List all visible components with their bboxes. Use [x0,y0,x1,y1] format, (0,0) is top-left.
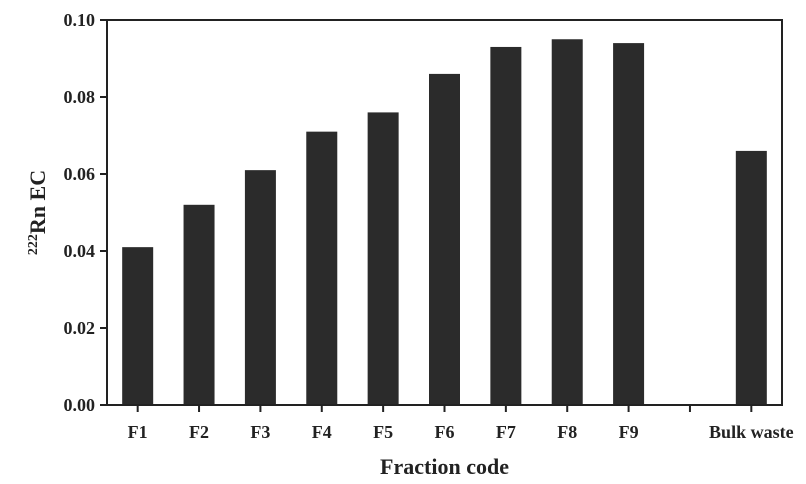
y-tick-label: 0.08 [64,87,96,107]
x-tick-label: F2 [189,422,209,442]
bar-f3 [244,170,276,405]
bar-f9 [613,43,645,405]
y-axis-title-superscript: 222 [26,234,41,255]
bar-f5 [367,112,399,406]
bar-f2 [183,204,215,405]
x-axis-ticks: F1 F2 F3 F4 F5 F6 F7 F8 F9 Bulk waste [128,405,794,442]
x-tick-label: F7 [496,422,516,442]
plot-frame [106,19,783,406]
bar-f6 [429,73,460,406]
x-tick-label: F6 [435,422,455,442]
y-axis-title-text: Rn EC [25,170,50,234]
y-tick-label: 0.10 [64,10,96,30]
bar-bulk-waste [735,150,767,405]
y-tick-label: 0.04 [64,241,96,261]
x-tick-label: Bulk waste [709,422,794,442]
x-axis-title: Fraction code [380,454,509,479]
y-tick-label: 0.06 [64,164,96,184]
y-axis-ticks: 0.00 0.02 0.04 0.06 0.08 0.10 [64,10,107,415]
y-tick-label: 0.02 [64,318,96,338]
x-tick-label: F3 [250,422,270,442]
x-tick-label: F5 [373,422,393,442]
x-tick-label: F1 [128,422,148,442]
x-tick-label: F9 [619,422,639,442]
x-tick-label: F8 [557,422,577,442]
bars-group [122,39,767,406]
bar-f1 [122,247,154,405]
bar-f8 [551,39,583,405]
y-axis-title: 222Rn EC [25,170,50,255]
y-tick-label: 0.00 [64,395,96,415]
x-tick-label: F4 [312,422,332,442]
bar-f7 [490,46,522,405]
bar-f4 [306,131,338,405]
